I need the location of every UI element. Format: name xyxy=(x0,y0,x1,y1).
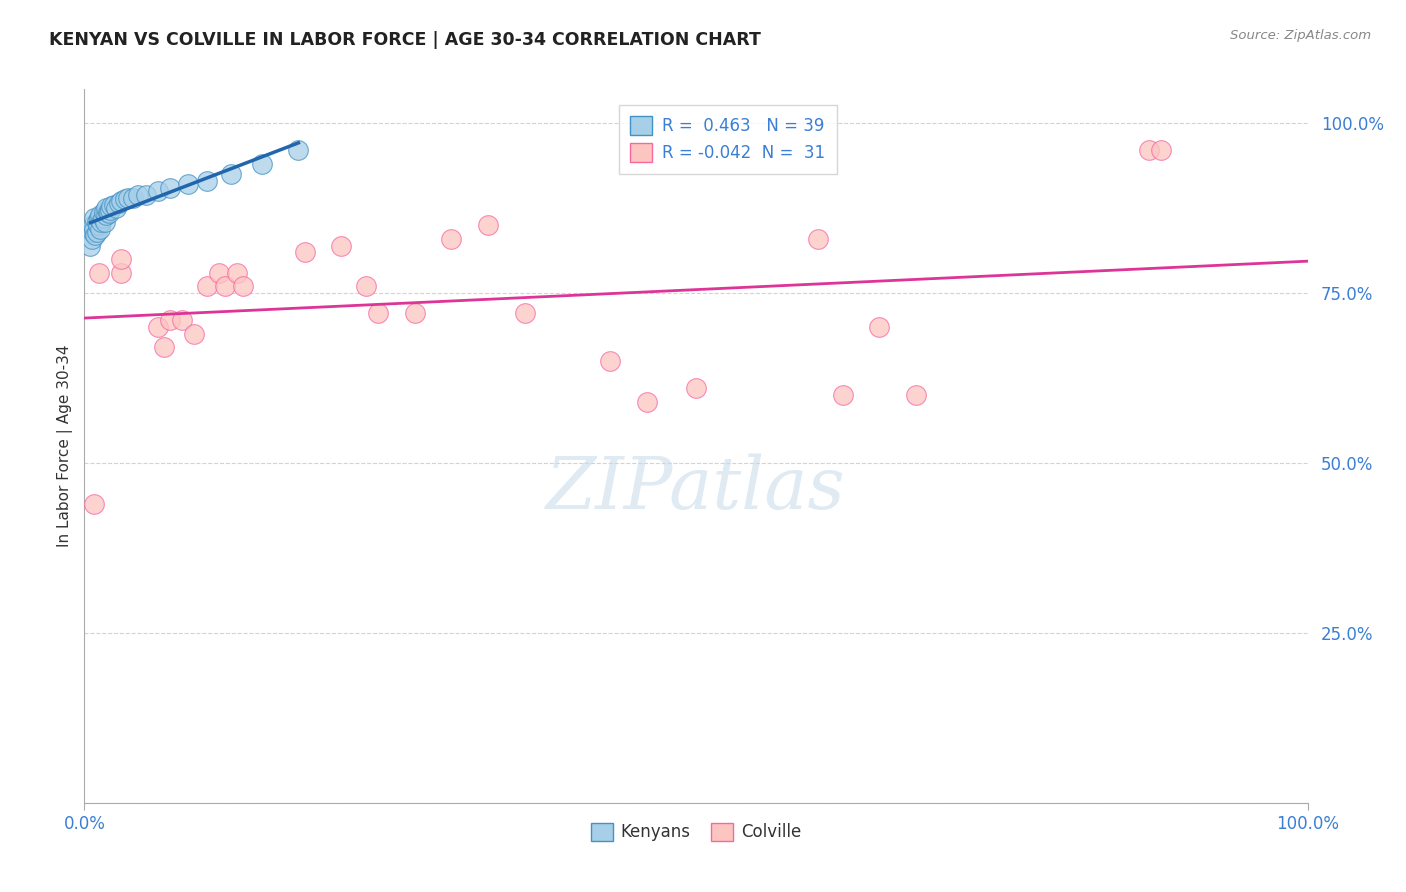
Point xyxy=(82,218,104,232)
Point xyxy=(685,381,707,395)
Text: ZIPatlas: ZIPatlas xyxy=(546,453,846,524)
Point xyxy=(110,252,132,266)
Point xyxy=(100,199,122,213)
Point xyxy=(159,313,181,327)
Point xyxy=(404,306,426,320)
Point xyxy=(84,228,107,243)
Point xyxy=(83,221,105,235)
Point xyxy=(195,279,218,293)
Point xyxy=(219,167,242,181)
Point xyxy=(354,279,377,293)
Point xyxy=(208,266,231,280)
Point xyxy=(159,180,181,194)
Point xyxy=(513,306,536,320)
Point xyxy=(172,313,194,327)
Point xyxy=(146,320,169,334)
Point xyxy=(96,208,118,222)
Point xyxy=(87,266,110,280)
Point xyxy=(440,232,463,246)
Point xyxy=(367,306,389,320)
Point xyxy=(82,225,104,239)
Point xyxy=(83,211,105,226)
Point xyxy=(86,225,108,239)
Point xyxy=(1137,144,1160,158)
Point xyxy=(146,184,169,198)
Point xyxy=(330,238,353,252)
Text: Source: ZipAtlas.com: Source: ZipAtlas.com xyxy=(1230,29,1371,42)
Point xyxy=(114,192,136,206)
Point xyxy=(869,320,891,334)
Point xyxy=(214,279,236,293)
Point xyxy=(127,187,149,202)
Point xyxy=(87,218,110,232)
Point xyxy=(105,201,128,215)
Point xyxy=(98,203,121,218)
Y-axis label: In Labor Force | Age 30-34: In Labor Force | Age 30-34 xyxy=(58,344,73,548)
Point xyxy=(1150,144,1173,158)
Point xyxy=(90,215,112,229)
Point xyxy=(87,211,110,226)
Point xyxy=(117,191,139,205)
Point xyxy=(103,198,125,212)
Point xyxy=(79,238,101,252)
Point xyxy=(86,215,108,229)
Point xyxy=(477,218,499,232)
Point xyxy=(122,191,145,205)
Point xyxy=(195,174,218,188)
Point xyxy=(226,266,249,280)
Legend: Kenyans, Colville: Kenyans, Colville xyxy=(583,816,808,848)
Point xyxy=(89,221,111,235)
Point xyxy=(807,232,830,246)
Point xyxy=(107,196,129,211)
Point xyxy=(93,204,115,219)
Text: KENYAN VS COLVILLE IN LABOR FORCE | AGE 30-34 CORRELATION CHART: KENYAN VS COLVILLE IN LABOR FORCE | AGE … xyxy=(49,31,761,49)
Point xyxy=(831,388,853,402)
Point xyxy=(83,497,105,511)
Point xyxy=(89,208,111,222)
Point xyxy=(294,245,316,260)
Point xyxy=(96,201,118,215)
Point xyxy=(232,279,254,293)
Point xyxy=(110,194,132,209)
Point xyxy=(177,178,200,192)
Point xyxy=(110,266,132,280)
Point xyxy=(97,204,120,219)
Point xyxy=(250,157,273,171)
Point xyxy=(91,211,114,226)
Point xyxy=(97,206,120,220)
Point xyxy=(80,232,103,246)
Point xyxy=(599,354,621,368)
Point xyxy=(135,187,157,202)
Point xyxy=(183,326,205,341)
Point xyxy=(905,388,928,402)
Point xyxy=(94,215,117,229)
Point xyxy=(636,394,658,409)
Point xyxy=(287,144,309,158)
Point xyxy=(153,341,176,355)
